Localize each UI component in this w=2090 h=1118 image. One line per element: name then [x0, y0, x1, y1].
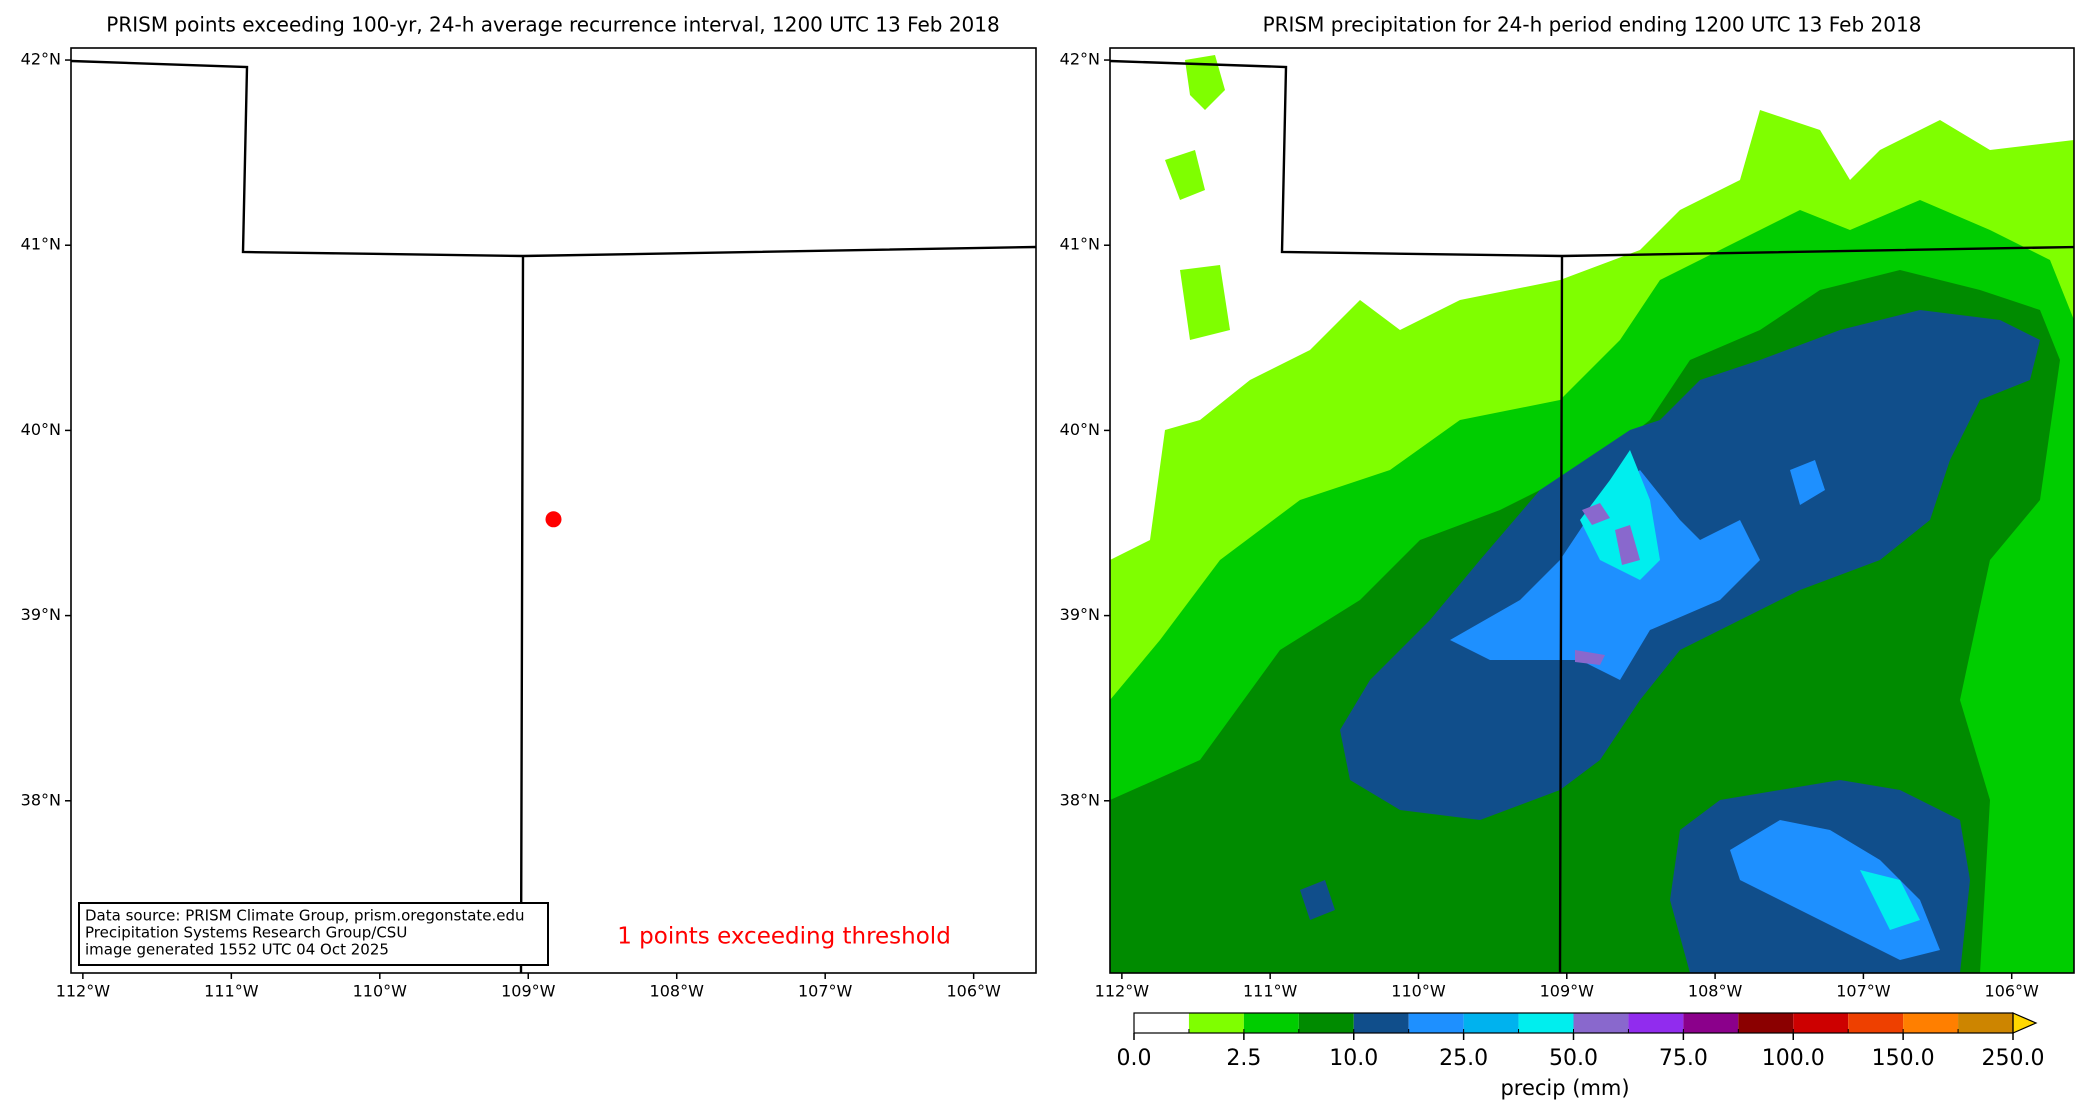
- colorbar-tick-label: 2.5: [1226, 1046, 1261, 1071]
- lon-tick-label: 112°W: [1095, 982, 1150, 1001]
- lon-tick-label: 112°W: [56, 982, 111, 1001]
- source-line: image generated 1552 UTC 04 Oct 2025: [85, 941, 389, 959]
- colorbar-segment: [1793, 1013, 1849, 1033]
- lon-tick-label: 109°W: [501, 982, 556, 1001]
- right-state-borders: [1110, 59, 2074, 973]
- lat-tick-label: 42°N: [21, 50, 61, 69]
- colorbar-segment: [1243, 1013, 1299, 1033]
- colorbar-segment: [1463, 1013, 1519, 1033]
- colorbar-segment: [1683, 1013, 1739, 1033]
- lon-tick-label: 109°W: [1540, 982, 1595, 1001]
- lat-tick-label: 41°N: [21, 235, 61, 254]
- colorbar-segment: [1738, 1013, 1794, 1033]
- left-state-borders: [70, 59, 1037, 974]
- summary: 1 points exceeding threshold: [617, 924, 951, 950]
- right-title: PRISM precipitation for 24-h period endi…: [1263, 13, 1922, 37]
- colorbar-segment: [1573, 1013, 1629, 1033]
- lat-tick-label: 41°N: [1060, 235, 1100, 254]
- colorbar-extend: [2012, 1012, 2038, 1034]
- lon-tick-label: 108°W: [1688, 982, 1743, 1001]
- lat-tick-label: 39°N: [1060, 605, 1100, 624]
- source-line: Data source: PRISM Climate Group, prism.…: [85, 907, 525, 925]
- right-map-frame: [1109, 47, 2075, 974]
- lat-tick-label: 40°N: [21, 420, 61, 439]
- lon-tick-label: 107°W: [1836, 982, 1891, 1001]
- colorbar-tick-label: 150.0: [1872, 1046, 1935, 1071]
- lon-tick-label: 106°W: [946, 982, 1001, 1001]
- colorbar-tick-label: 10.0: [1329, 1046, 1378, 1071]
- precip-field: [1110, 55, 2074, 973]
- colorbar-tick-label: 250.0: [1982, 1046, 2045, 1071]
- lat-tick-label: 42°N: [1060, 50, 1100, 69]
- exceedance-point: [545, 511, 562, 528]
- lon-tick-label: 106°W: [1985, 982, 2040, 1001]
- colorbar-segment: [1353, 1013, 1409, 1033]
- colorbar-tick-label: 0.0: [1117, 1046, 1152, 1071]
- colorbar-segment: [1188, 1013, 1244, 1033]
- lat-tick-label: 38°N: [1060, 790, 1100, 809]
- colorbar-tick-label: 100.0: [1762, 1046, 1825, 1071]
- lon-tick-label: 108°W: [650, 982, 705, 1001]
- colorbar-segment: [1903, 1013, 1959, 1033]
- colorbar-segment: [1958, 1013, 2013, 1033]
- colorbar-segment: [1848, 1013, 1904, 1033]
- left-title: PRISM points exceeding 100-yr, 24-h aver…: [106, 13, 999, 37]
- lon-tick-label: 110°W: [1391, 982, 1446, 1001]
- colorbar-segment: [1518, 1013, 1574, 1033]
- lat-tick-label: 40°N: [1060, 420, 1100, 439]
- source-line: Precipitation Systems Research Group/CSU: [85, 924, 407, 942]
- colorbar-tick-label: 75.0: [1659, 1046, 1708, 1071]
- colorbar-label: precip (mm): [1500, 1076, 1629, 1100]
- lat-tick-label: 38°N: [21, 790, 61, 809]
- colorbar-tick-label: 50.0: [1549, 1046, 1598, 1071]
- lon-tick-label: 111°W: [1243, 982, 1298, 1001]
- left-map-frame: [70, 47, 1037, 974]
- colorbar-segment: [1298, 1013, 1354, 1033]
- lon-tick-label: 107°W: [798, 982, 853, 1001]
- colorbar-segment: [1628, 1013, 1684, 1033]
- lon-tick-label: 110°W: [353, 982, 408, 1001]
- colorbar-segment: [1134, 1013, 1189, 1033]
- colorbar-segment: [1408, 1013, 1464, 1033]
- lon-tick-label: 111°W: [204, 982, 259, 1001]
- colorbar-tick-label: 25.0: [1439, 1046, 1488, 1071]
- lat-tick-label: 39°N: [21, 605, 61, 624]
- source-box: [78, 902, 549, 966]
